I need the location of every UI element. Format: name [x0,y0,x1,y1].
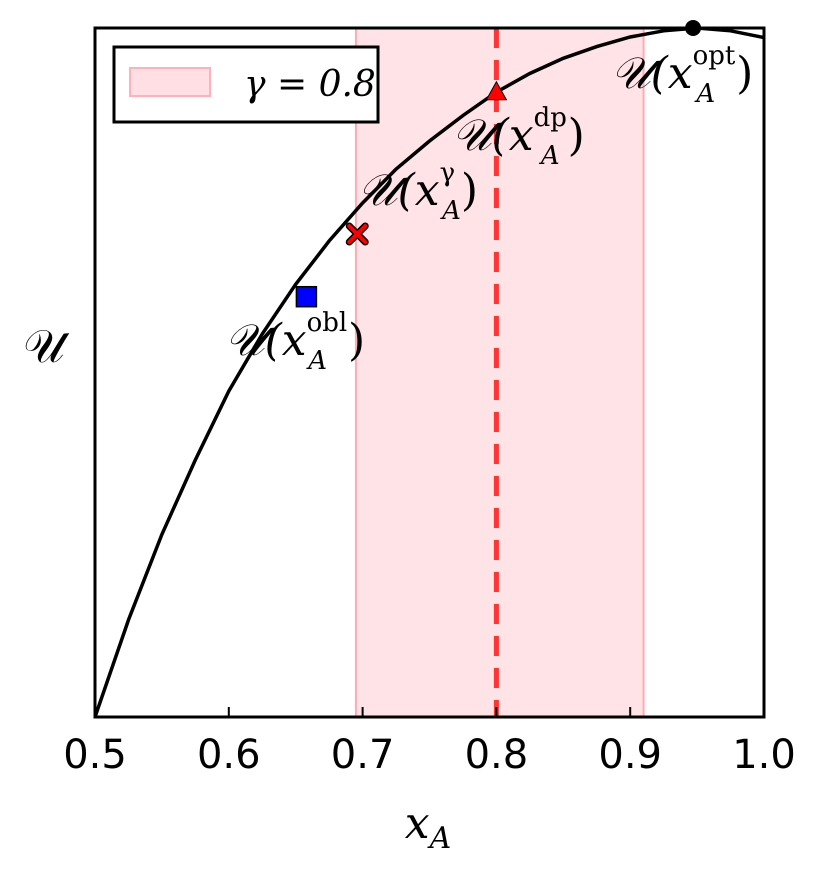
label-close: ) [348,315,365,366]
label-sub: A [694,79,715,109]
label-sub: A [440,196,461,226]
marker-dp [485,80,508,101]
marker-obl [295,285,318,308]
plot-frame [93,26,766,719]
label-sup: opt [693,41,736,71]
series-line-0 [95,28,764,717]
x-tick-label: 0.9 [598,732,662,778]
marker-gamma [345,222,369,246]
x-axis-ticks: 0.5 0.6 0.7 0.8 0.9 1.0 [63,707,796,778]
label-opt: 𝒰(xopt A) [611,41,753,109]
x-tick-label: 0.8 [465,732,529,778]
label-sup: obl [307,308,348,338]
x-axis-label: xA [405,798,452,856]
x-tick-label: 0.5 [63,732,127,778]
point-annotations: 𝒰(xopt A)𝒰(xdp A)𝒰(xγ A)𝒰(xobl A) [225,41,753,376]
label-base: 𝒰(x [225,315,307,366]
label-sup: γ [440,158,456,188]
marker-x-fill [347,224,368,245]
label-gamma: 𝒰(xγ A) [358,158,478,226]
label-close: ) [736,48,753,99]
label-close: ) [568,110,585,161]
shaded-region [354,27,645,718]
x-tick-label: 0.7 [331,732,395,778]
legend-label: γ = 0.8 [244,64,376,105]
label-base: 𝒰(x [611,48,693,99]
x-tick-label: 0.6 [197,732,261,778]
label-obl: 𝒰(xobl A) [225,308,365,376]
legend: γ = 0.8 [112,45,380,124]
x-tick-label: 1.0 [732,732,796,778]
label-sup: dp [534,103,567,133]
label-base: 𝒰(x [452,110,534,161]
legend-swatch [129,67,211,97]
label-sub: A [306,346,327,376]
plot-area [93,20,766,719]
label-sub: A [539,141,560,171]
label-dp: 𝒰(xdp A) [452,103,585,171]
y-axis-label: 𝒰 [23,319,70,373]
label-close: ) [461,165,478,216]
label-base: 𝒰(x [358,165,440,216]
